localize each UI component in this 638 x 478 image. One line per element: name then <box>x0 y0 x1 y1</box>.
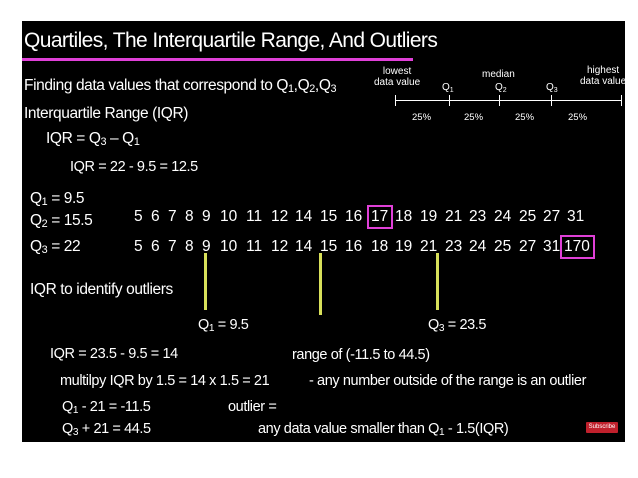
outlier-label: outlier = <box>228 399 277 415</box>
legend-pct: 25% <box>568 112 588 123</box>
q1-label: Q1 = 9.5 <box>30 190 85 208</box>
data-value: 11 <box>246 238 263 255</box>
data-value: 12 <box>271 208 289 225</box>
highlight-box <box>367 205 393 229</box>
data-value: 6 <box>151 238 160 255</box>
data-value: 10 <box>220 238 238 255</box>
upper-bound: Q3 + 21 = 44.5 <box>62 421 151 438</box>
legend-tick <box>499 95 500 106</box>
data-value: 14 <box>295 238 313 255</box>
q3-marker-line <box>436 253 439 310</box>
legend-pct: 25% <box>412 112 432 123</box>
legend-pct: 25% <box>515 112 535 123</box>
data-value: 19 <box>420 208 438 225</box>
data-value: 23 <box>469 208 487 225</box>
data-value: 16 <box>345 208 363 225</box>
data-value: 5 <box>134 208 143 225</box>
iqr-formula: IQR = Q3 – Q1 <box>46 130 140 148</box>
outlier-definition: any data value smaller than Q1 - 1.5(IQR… <box>258 421 509 438</box>
subscribe-button[interactable]: Subscribe <box>586 422 618 433</box>
data-value: 31 <box>567 208 585 225</box>
data-value: 24 <box>469 238 487 255</box>
data-value: 8 <box>185 208 194 225</box>
legend-q2: Q2 <box>495 82 507 94</box>
iqr-calculation: IQR = 22 - 9.5 = 12.5 <box>70 159 198 175</box>
legend-tick <box>395 95 396 106</box>
identify-outliers-heading: IQR to identify outliers <box>30 281 173 298</box>
data-value: 9 <box>202 208 211 225</box>
data-value: 24 <box>494 208 512 225</box>
data-value: 14 <box>295 208 313 225</box>
legend-median: median <box>482 69 515 80</box>
lesson-board: Quartiles, The Interquartile Range, And … <box>22 21 625 442</box>
data-value: 21 <box>445 208 463 225</box>
data-value: 8 <box>185 238 194 255</box>
q3-label: Q3 = 22 <box>30 238 81 256</box>
data-value: 21 <box>420 238 438 255</box>
data-value: 23 <box>445 238 463 255</box>
multiply-line: multilpy IQR by 1.5 = 14 x 1.5 = 21 <box>60 373 270 389</box>
data-value: 15 <box>320 208 338 225</box>
q1-marker-line <box>204 253 207 310</box>
iqr-recalc: IQR = 23.5 - 9.5 = 14 <box>50 346 178 362</box>
legend-tick <box>551 95 552 106</box>
legend-q3: Q3 <box>546 82 558 94</box>
legend-pct: 25% <box>464 112 484 123</box>
legend-highest: highest data value <box>580 65 625 87</box>
data-value: 12 <box>271 238 289 255</box>
lower-bound: Q1 - 21 = -11.5 <box>62 399 151 416</box>
data-value: 11 <box>246 208 263 225</box>
data-value: 19 <box>395 238 413 255</box>
legend-lowest: lowest data value <box>374 66 421 88</box>
highlight-box <box>560 235 595 259</box>
legend-axis <box>395 100 622 101</box>
data-value: 27 <box>543 208 561 225</box>
data-value: 18 <box>395 208 413 225</box>
median-marker-line <box>319 253 322 315</box>
data-value: 10 <box>220 208 238 225</box>
range-note: - any number outside of the range is an … <box>309 373 587 389</box>
data-value: 170 <box>564 238 590 255</box>
q3-marker-label: Q3 = 23.5 <box>428 317 487 334</box>
q2-label: Q2 = 15.5 <box>30 212 93 230</box>
title-underline <box>22 58 413 61</box>
legend-tick <box>621 95 622 106</box>
data-value: 27 <box>519 238 537 255</box>
page-title: Quartiles, The Interquartile Range, And … <box>24 29 438 52</box>
data-value: 16 <box>345 238 363 255</box>
iqr-heading: Interquartile Range (IQR) <box>24 105 189 122</box>
data-value: 18 <box>371 238 389 255</box>
data-value: 5 <box>134 238 143 255</box>
data-value: 6 <box>151 208 160 225</box>
q1-marker-label: Q1 = 9.5 <box>198 317 249 334</box>
data-value: 25 <box>494 238 512 255</box>
range-line: range of (-11.5 to 44.5) <box>292 347 430 363</box>
data-value: 7 <box>168 238 177 255</box>
data-value: 31 <box>543 238 561 255</box>
data-value: 17 <box>371 208 389 225</box>
data-value: 7 <box>168 208 177 225</box>
data-value: 9 <box>202 238 211 255</box>
legend-tick <box>449 95 450 106</box>
legend-q1: Q1 <box>442 82 454 94</box>
data-value: 15 <box>320 238 338 255</box>
data-value: 25 <box>519 208 537 225</box>
finding-line: Finding data values that correspond to Q… <box>24 77 337 95</box>
